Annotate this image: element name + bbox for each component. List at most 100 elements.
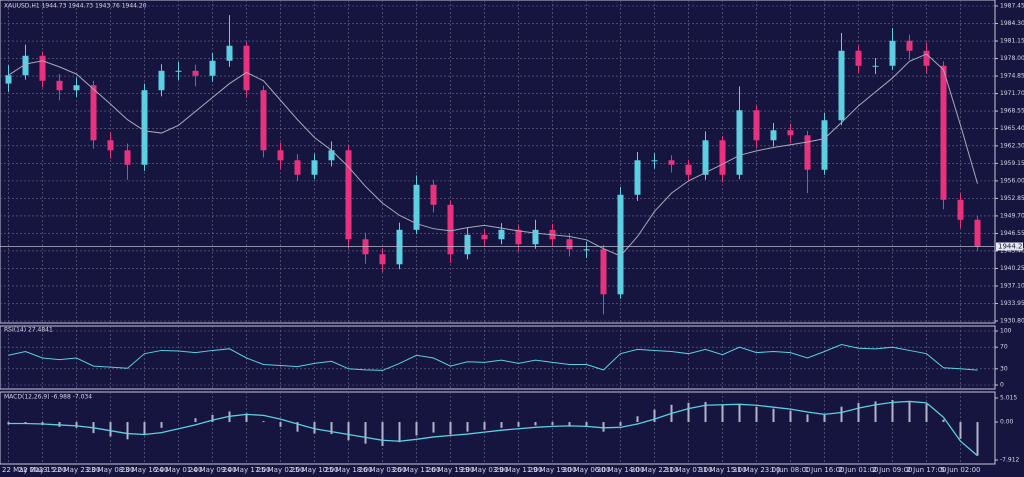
main-panel — [0, 0, 996, 324]
candle-body — [668, 160, 675, 165]
candle-body — [141, 90, 148, 165]
y-tick-label: 1949.70 — [1000, 212, 1024, 219]
candle-body — [753, 110, 760, 141]
candle-body — [481, 234, 488, 240]
x-tick-label: 1 Jun 16:00 — [804, 466, 844, 474]
candle-body — [260, 90, 267, 151]
x-tick-label: 23 May 16:00 — [120, 466, 168, 474]
candle-body — [447, 204, 454, 255]
candle-body — [889, 40, 896, 66]
candle-body — [974, 219, 981, 247]
candle-body — [175, 70, 182, 72]
candle-body — [158, 70, 165, 91]
candle-body — [498, 229, 505, 240]
candle-body — [719, 140, 726, 175]
last-price-box — [996, 242, 1023, 251]
candle-body — [838, 50, 845, 121]
x-tick-label: 25 May 10:00 — [290, 466, 338, 474]
x-tick-label: 23 May 08:00 — [86, 466, 134, 474]
rsi-panel — [0, 325, 996, 390]
last-price-label: 1944.20 — [998, 242, 1024, 250]
candle-body — [413, 184, 420, 230]
panel-title: MACD(12,26,9) -6.988 -7.034 — [4, 394, 92, 401]
x-tick-label: 24 May 17:00 — [222, 466, 270, 474]
x-tick-label: 2 Jun 01:00 — [838, 466, 878, 474]
x-tick-label: 29 May 19:00 — [528, 466, 576, 474]
x-tick-label: 25 May 02:00 — [256, 466, 304, 474]
y-tick-label: 1943.40 — [1000, 247, 1024, 254]
x-tick-label: 2 Jun 09:00 — [872, 466, 912, 474]
macd-panel — [0, 391, 996, 465]
candle-body — [464, 234, 471, 255]
x-tick-label: 24 May 01:00 — [154, 466, 202, 474]
candle-body — [226, 45, 233, 61]
candle-body — [583, 249, 590, 251]
candle-body — [566, 239, 573, 250]
x-tick-label: 30 May 22:00 — [630, 466, 678, 474]
x-tick-label: 31 May 23:00 — [732, 466, 780, 474]
y-tick-label: 1987.45 — [1000, 3, 1024, 10]
y-tick-label: 1933.95 — [1000, 300, 1024, 307]
candle-body — [872, 65, 879, 67]
x-tick-label: 31 May 07:00 — [664, 466, 712, 474]
x-tick-label: 29 May 11:00 — [494, 466, 542, 474]
candle-body — [940, 65, 947, 200]
y-tick-label: 1974.85 — [1000, 73, 1024, 80]
y-tick-label: 70 — [1000, 344, 1008, 351]
candle-body — [770, 130, 777, 141]
x-tick-label: 25 May 18:00 — [324, 466, 372, 474]
y-tick-label: 1956.00 — [1000, 177, 1024, 184]
candle-body — [243, 45, 250, 91]
candle-body — [192, 70, 199, 76]
y-tick-label: 1959.15 — [1000, 160, 1024, 167]
candle-body — [685, 164, 692, 175]
x-tick-label: 24 May 09:00 — [188, 466, 236, 474]
candle-body — [923, 50, 930, 66]
x-tick-label: 1 Jun 08:00 — [770, 466, 810, 474]
candle-body — [787, 130, 794, 136]
candle-body — [396, 229, 403, 265]
signal-line — [8, 400, 978, 457]
y-tick-label: 0.00 — [1000, 419, 1014, 426]
y-tick-label: 1965.40 — [1000, 125, 1024, 132]
x-tick-label: 22 May 2023 — [2, 466, 48, 474]
y-tick-label: 0 — [1000, 382, 1004, 389]
y-tick-label: 1946.55 — [1000, 230, 1024, 237]
candle-body — [906, 40, 913, 51]
candle-body — [702, 140, 709, 175]
candle-body — [736, 110, 743, 175]
candle-body — [345, 150, 352, 240]
x-tick-label: 2 Jun 17:00 — [906, 466, 946, 474]
rsi-line — [8, 343, 978, 371]
y-tick-label: 1984.30 — [1000, 20, 1024, 27]
x-tick-label: 22 May 15:00 — [18, 466, 66, 474]
candle-body — [600, 249, 607, 295]
y-tick-label: 30 — [1000, 365, 1008, 372]
candle-body — [5, 75, 12, 84]
candle-body — [56, 80, 63, 91]
y-tick-label: 1971.70 — [1000, 90, 1024, 97]
y-tick-label: 1940.25 — [1000, 265, 1024, 272]
y-tick-label: 1962.30 — [1000, 142, 1024, 149]
candle-body — [379, 254, 386, 265]
x-tick-label: 30 May 06:00 — [562, 466, 610, 474]
candle-body — [39, 55, 46, 81]
candle-body — [855, 50, 862, 66]
x-tick-label: 22 May 23:00 — [52, 466, 100, 474]
y-tick-label: 5.015 — [1000, 395, 1017, 402]
y-tick-label: 1978.00 — [1000, 55, 1024, 62]
candle-body — [90, 85, 97, 141]
candle-body — [107, 140, 114, 151]
y-tick-label: 100 — [1000, 328, 1012, 335]
y-tick-label: 1937.10 — [1000, 282, 1024, 289]
x-tick-label: 5 Jun 02:00 — [940, 466, 980, 474]
y-tick-label: 1981.15 — [1000, 38, 1024, 45]
candle-body — [532, 229, 539, 245]
candle-body — [124, 150, 131, 165]
candle-body — [634, 160, 641, 195]
candle-body — [617, 194, 624, 295]
x-tick-label: 29 May 03:00 — [460, 466, 508, 474]
x-tick-label: 26 May 03:00 — [358, 466, 406, 474]
moving-average — [8, 53, 978, 257]
